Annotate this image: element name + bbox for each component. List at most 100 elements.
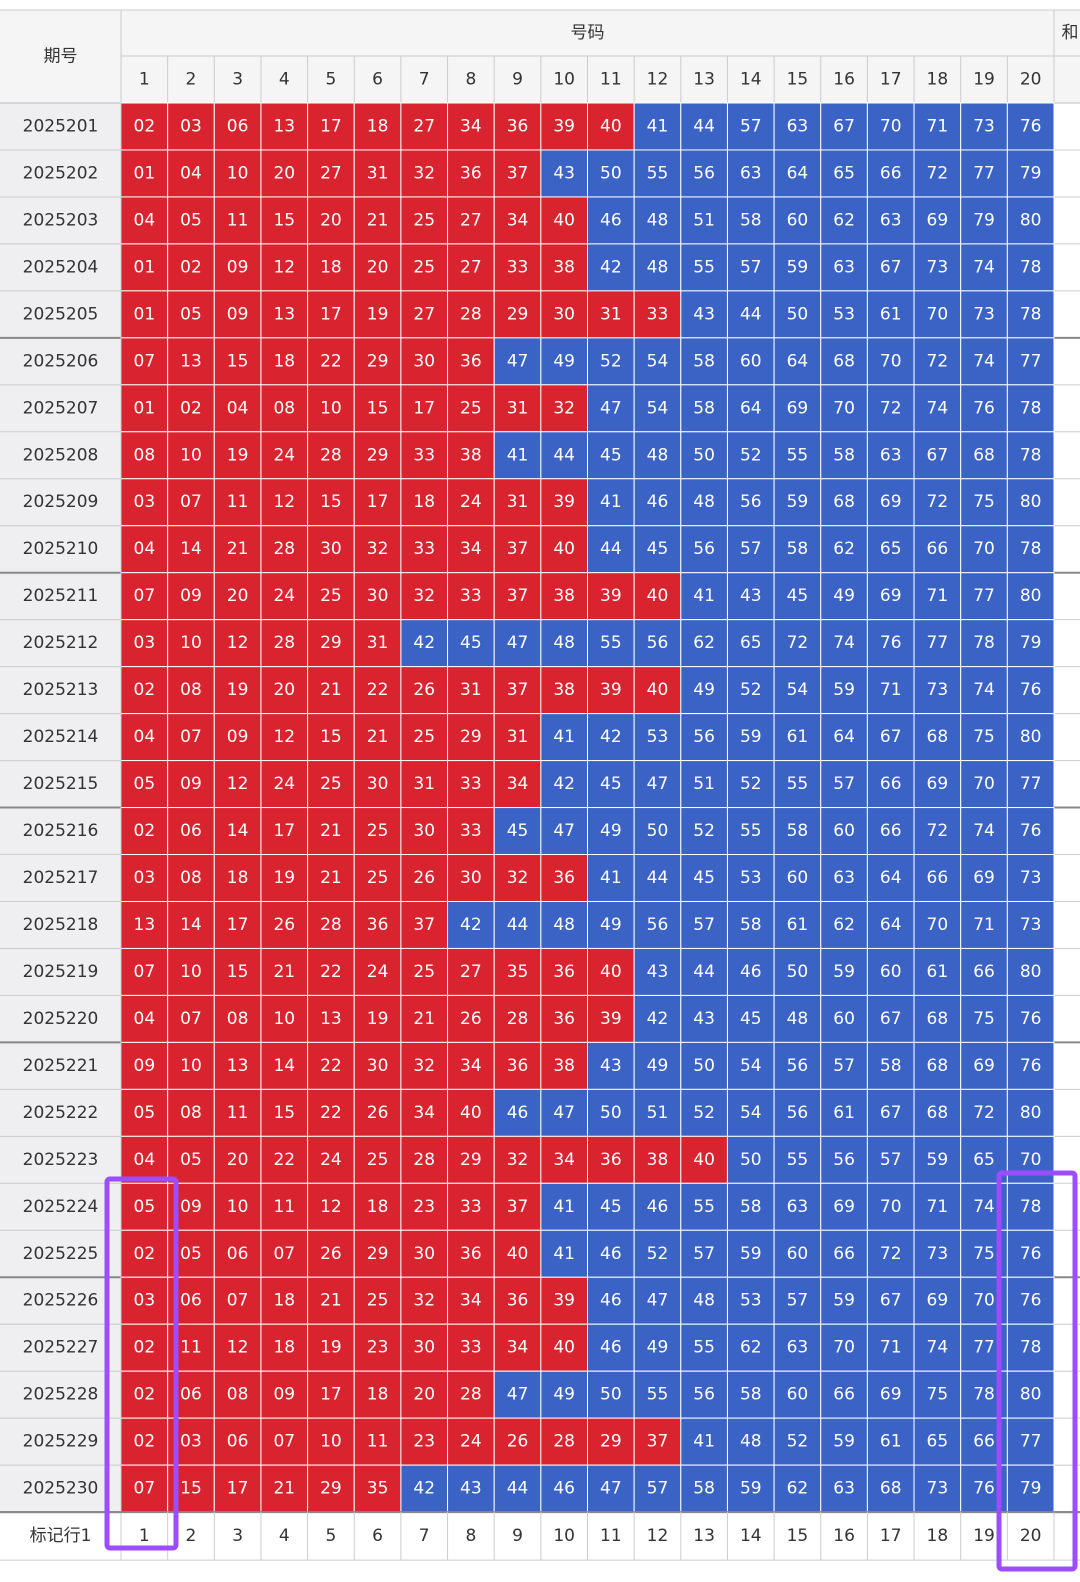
marker-value: 1 xyxy=(139,1526,150,1546)
number-cell xyxy=(680,619,728,668)
number: 58 xyxy=(740,1385,762,1405)
highlight-box xyxy=(104,1176,179,1551)
number: 45 xyxy=(460,633,482,653)
number-cell xyxy=(1006,1041,1055,1090)
number: 71 xyxy=(880,680,902,700)
number: 26 xyxy=(460,1009,482,1029)
period: 2025202 xyxy=(23,163,99,183)
number-cell xyxy=(213,1370,262,1419)
number: 04 xyxy=(134,1150,156,1170)
number: 36 xyxy=(460,351,482,371)
number: 11 xyxy=(273,1197,295,1217)
number: 67 xyxy=(880,257,902,277)
number: 53 xyxy=(647,727,669,747)
number-cell xyxy=(960,947,1008,996)
number: 19 xyxy=(273,868,295,888)
number: 07 xyxy=(134,351,156,371)
number-cell xyxy=(1006,1276,1055,1325)
number: 78 xyxy=(1020,1338,1042,1358)
period: 2025225 xyxy=(23,1244,99,1264)
number-cell xyxy=(913,478,962,527)
column-header: 3 xyxy=(232,70,243,90)
number-cell xyxy=(400,1323,449,1372)
number-cell xyxy=(447,713,495,762)
number: 75 xyxy=(973,1244,995,1264)
number-cell xyxy=(213,666,262,715)
number: 55 xyxy=(647,1385,669,1405)
number: 74 xyxy=(833,633,855,653)
number-cell xyxy=(260,1464,309,1513)
period: 2025201 xyxy=(23,116,99,136)
number: 37 xyxy=(507,680,529,700)
number-cell xyxy=(726,807,775,856)
number: 76 xyxy=(1020,1291,1042,1311)
column-header: 1 xyxy=(139,70,150,90)
number: 12 xyxy=(273,257,295,277)
number: 63 xyxy=(787,116,809,136)
period: 2025220 xyxy=(23,1009,99,1029)
number: 78 xyxy=(973,1385,995,1405)
number: 48 xyxy=(693,1291,715,1311)
number-cell xyxy=(960,807,1008,856)
number: 46 xyxy=(740,962,762,982)
number: 09 xyxy=(273,1385,295,1405)
number: 03 xyxy=(134,633,156,653)
number: 49 xyxy=(600,821,622,841)
number: 61 xyxy=(787,915,809,935)
number: 24 xyxy=(273,774,295,794)
number-cell xyxy=(820,196,868,245)
number-cell xyxy=(633,431,682,480)
number-cell xyxy=(213,1135,262,1184)
number-cell xyxy=(353,431,402,480)
number-cell xyxy=(773,760,822,809)
number-cell xyxy=(587,1276,635,1325)
number-cell xyxy=(913,525,962,574)
number-cell xyxy=(120,1276,169,1325)
number-cell xyxy=(493,196,542,245)
column-header: 15 xyxy=(787,70,809,90)
number: 40 xyxy=(507,1244,529,1264)
number: 41 xyxy=(600,868,622,888)
number-cell xyxy=(680,1088,728,1137)
number-cell xyxy=(540,1370,588,1419)
period: 2025228 xyxy=(23,1385,99,1405)
number: 31 xyxy=(600,304,622,324)
number: 40 xyxy=(600,116,622,136)
column-header: 20 xyxy=(1020,70,1042,90)
number: 46 xyxy=(600,210,622,230)
number: 13 xyxy=(320,1009,342,1029)
number-cell xyxy=(447,1229,495,1278)
number: 04 xyxy=(134,210,156,230)
number: 38 xyxy=(553,257,575,277)
number: 46 xyxy=(553,1479,575,1499)
number-cell xyxy=(307,1464,355,1513)
number-cell xyxy=(447,431,495,480)
number: 65 xyxy=(973,1150,995,1170)
number-cell xyxy=(913,1323,962,1372)
number: 29 xyxy=(460,1150,482,1170)
number: 41 xyxy=(553,1244,575,1264)
number-cell xyxy=(400,619,449,668)
number: 59 xyxy=(740,727,762,747)
number: 57 xyxy=(693,915,715,935)
number-cell xyxy=(167,478,215,527)
number-cell xyxy=(307,760,355,809)
number: 59 xyxy=(740,1479,762,1499)
number: 69 xyxy=(927,1291,949,1311)
number: 03 xyxy=(180,116,202,136)
number: 70 xyxy=(880,116,902,136)
number: 42 xyxy=(600,257,622,277)
number: 42 xyxy=(647,1009,669,1029)
number: 39 xyxy=(600,586,622,606)
number-cell xyxy=(820,1041,868,1090)
number-cell xyxy=(587,478,635,527)
number: 21 xyxy=(320,1291,342,1311)
number: 38 xyxy=(553,1056,575,1076)
number: 30 xyxy=(553,304,575,324)
number: 41 xyxy=(693,1432,715,1452)
number-cell xyxy=(1006,572,1055,621)
number-cell xyxy=(260,947,309,996)
number: 57 xyxy=(833,774,855,794)
number-cell xyxy=(960,290,1008,339)
number: 34 xyxy=(507,774,529,794)
